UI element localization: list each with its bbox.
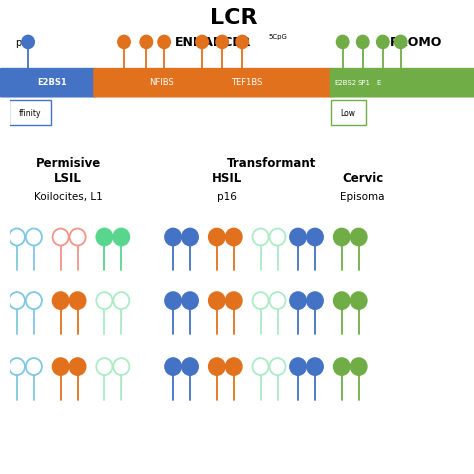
Circle shape [290, 358, 306, 375]
Circle shape [226, 228, 242, 246]
Circle shape [70, 358, 86, 375]
Circle shape [226, 292, 242, 309]
Circle shape [351, 292, 367, 309]
Circle shape [270, 228, 285, 246]
Text: ENHANCER: ENHANCER [175, 36, 252, 49]
Circle shape [253, 358, 269, 375]
Circle shape [26, 358, 42, 375]
Circle shape [70, 292, 86, 309]
Circle shape [9, 228, 25, 246]
Text: pG: pG [15, 38, 28, 48]
Circle shape [113, 292, 129, 309]
Text: E2BS1: E2BS1 [38, 78, 67, 87]
Text: E: E [376, 80, 381, 86]
Circle shape [337, 36, 349, 48]
Circle shape [226, 358, 242, 375]
Circle shape [334, 358, 350, 375]
Circle shape [356, 36, 369, 48]
Circle shape [9, 358, 25, 375]
Circle shape [96, 292, 112, 309]
Text: Transformant: Transformant [227, 157, 316, 171]
Circle shape [96, 358, 112, 375]
Text: Permisive: Permisive [36, 157, 101, 171]
Circle shape [118, 36, 130, 48]
Circle shape [307, 358, 323, 375]
FancyBboxPatch shape [93, 68, 333, 98]
Circle shape [394, 36, 407, 48]
Text: p16: p16 [217, 192, 237, 202]
Circle shape [70, 228, 86, 246]
Circle shape [236, 36, 248, 48]
Circle shape [140, 36, 153, 48]
Circle shape [209, 358, 225, 375]
Circle shape [270, 292, 285, 309]
Circle shape [165, 358, 181, 375]
Text: ffinity: ffinity [19, 109, 42, 118]
Circle shape [351, 358, 367, 375]
FancyBboxPatch shape [330, 68, 474, 98]
Circle shape [158, 36, 171, 48]
Circle shape [53, 358, 69, 375]
Text: HSIL: HSIL [211, 172, 242, 184]
Text: Episoma: Episoma [340, 192, 385, 202]
Text: Koilocites, L1: Koilocites, L1 [34, 192, 102, 202]
Circle shape [307, 292, 323, 309]
Circle shape [182, 292, 198, 309]
Circle shape [253, 228, 269, 246]
Circle shape [209, 292, 225, 309]
Circle shape [96, 228, 112, 246]
Circle shape [165, 228, 181, 246]
Text: SP1: SP1 [357, 80, 370, 86]
Circle shape [22, 36, 34, 48]
Circle shape [9, 292, 25, 309]
Text: TEF1BS: TEF1BS [231, 78, 262, 87]
Circle shape [270, 358, 285, 375]
Text: Low: Low [340, 109, 356, 118]
Circle shape [165, 292, 181, 309]
Circle shape [307, 228, 323, 246]
Circle shape [182, 228, 198, 246]
Circle shape [216, 36, 228, 48]
Circle shape [196, 36, 209, 48]
Circle shape [334, 228, 350, 246]
Circle shape [53, 292, 69, 309]
Circle shape [290, 292, 306, 309]
Text: E2BS2: E2BS2 [335, 80, 357, 86]
Circle shape [113, 358, 129, 375]
Text: LSIL: LSIL [55, 172, 82, 184]
Circle shape [53, 228, 69, 246]
Circle shape [351, 228, 367, 246]
Text: PROMO: PROMO [390, 36, 442, 49]
Circle shape [376, 36, 389, 48]
Text: 5CpG: 5CpG [268, 34, 287, 40]
Text: Cervic: Cervic [342, 172, 383, 184]
Circle shape [253, 292, 269, 309]
FancyBboxPatch shape [330, 100, 366, 125]
Circle shape [26, 228, 42, 246]
Circle shape [334, 292, 350, 309]
FancyBboxPatch shape [9, 100, 51, 125]
Circle shape [182, 358, 198, 375]
FancyBboxPatch shape [0, 68, 97, 98]
Circle shape [209, 228, 225, 246]
Circle shape [26, 292, 42, 309]
Circle shape [290, 228, 306, 246]
Text: LCR: LCR [210, 8, 257, 28]
Circle shape [113, 228, 129, 246]
Text: NFIBS: NFIBS [149, 78, 173, 87]
